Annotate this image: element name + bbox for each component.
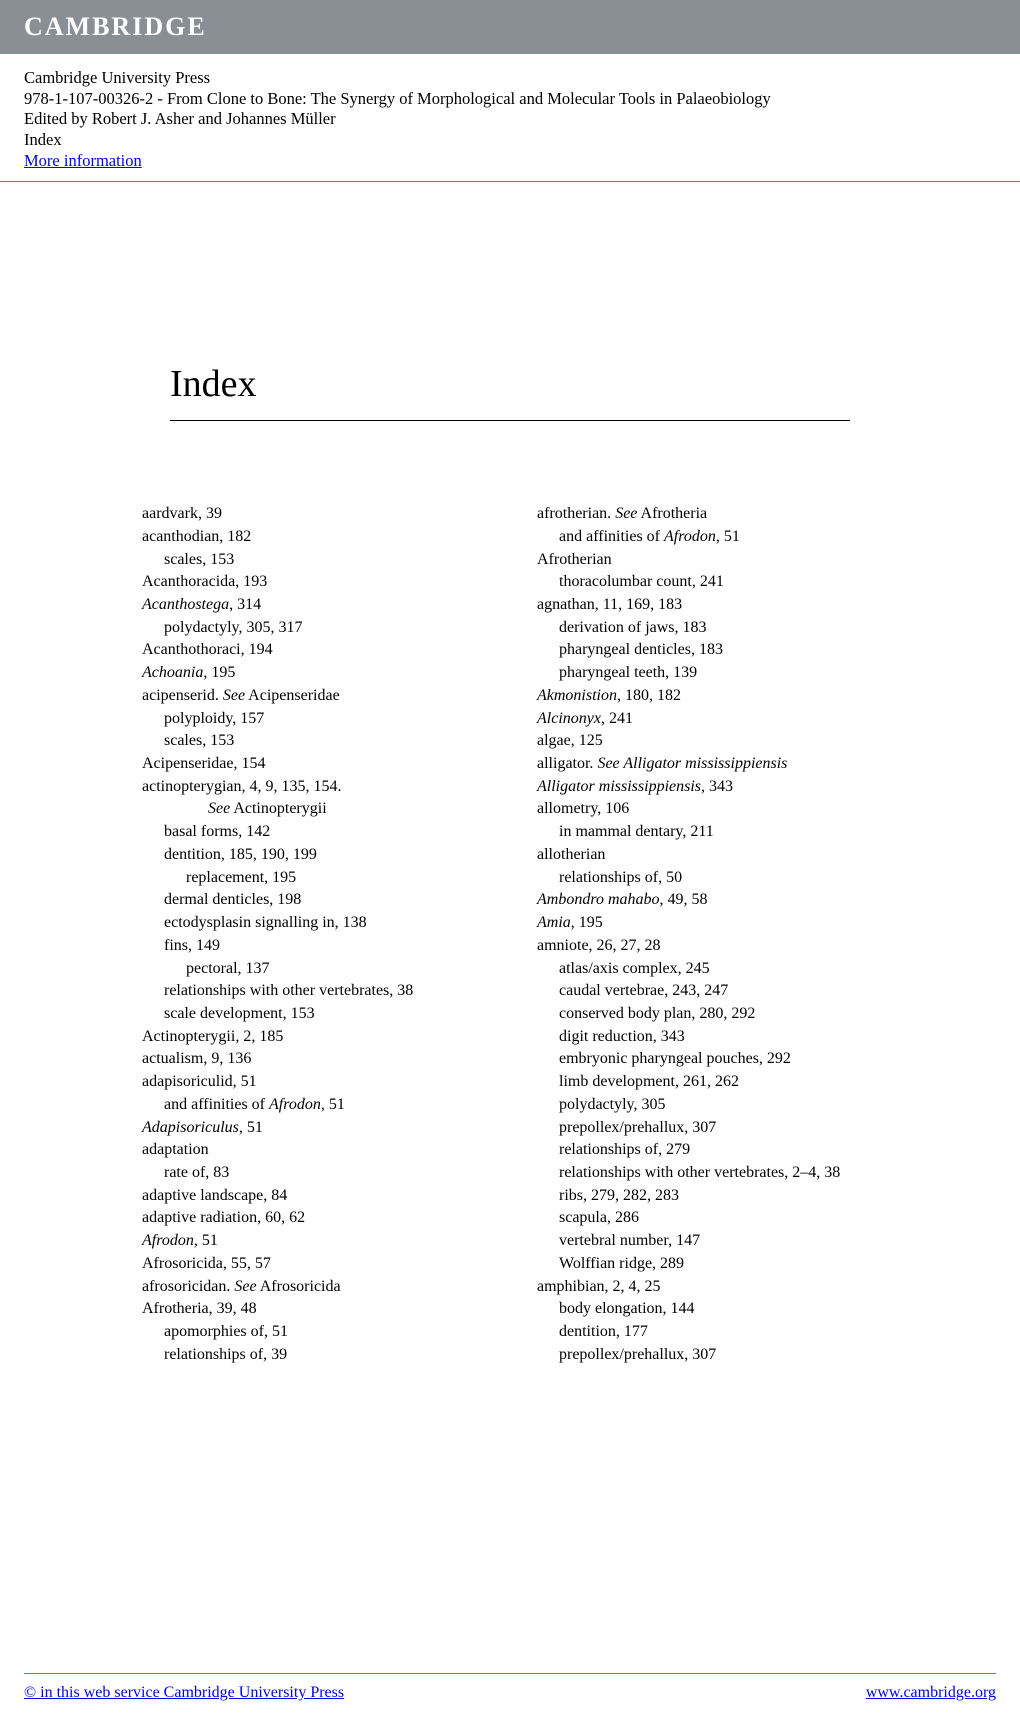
index-entry: embryonic pharyngeal pouches, 292: [537, 1048, 908, 1071]
index-entry: ribs, 279, 282, 283: [537, 1185, 908, 1208]
publisher-logo-text: CAMBRIDGE: [24, 12, 207, 41]
index-entry: Wolffian ridge, 289: [537, 1253, 908, 1276]
index-entry: relationships of, 50: [537, 867, 908, 890]
index-title-wrap: Index: [170, 362, 850, 421]
index-entry: vertebral number, 147: [537, 1230, 908, 1253]
index-entry: Alcinonyx, 241: [537, 708, 908, 731]
index-entry: dermal denticles, 198: [142, 889, 513, 912]
more-information-link[interactable]: More information: [24, 151, 996, 172]
index-entry: pharyngeal denticles, 183: [537, 639, 908, 662]
index-entry: aardvark, 39: [142, 503, 513, 526]
index-entry: allotherian: [537, 844, 908, 867]
index-entry: Actinopterygii, 2, 185: [142, 1026, 513, 1049]
index-entry: relationships with other vertebrates, 38: [142, 980, 513, 1003]
index-entry: relationships with other vertebrates, 2–…: [537, 1162, 908, 1185]
index-entry: prepollex/prehallux, 307: [537, 1117, 908, 1140]
index-entry: scales, 153: [142, 730, 513, 753]
index-entry: Akmonistion, 180, 182: [537, 685, 908, 708]
index-entry: apomorphies of, 51: [142, 1321, 513, 1344]
publisher-header: CAMBRIDGE: [0, 0, 1020, 54]
index-entry: adaptive landscape, 84: [142, 1185, 513, 1208]
index-entry: scale development, 153: [142, 1003, 513, 1026]
index-entry: Acanthostega, 314: [142, 594, 513, 617]
index-entry: algae, 125: [537, 730, 908, 753]
index-entry: afrosoricidan. See Afrosoricida: [142, 1276, 513, 1299]
index-entry: body elongation, 144: [537, 1298, 908, 1321]
index-entry: dentition, 177: [537, 1321, 908, 1344]
meta-publisher: Cambridge University Press: [24, 68, 996, 89]
index-entry: fins, 149: [142, 935, 513, 958]
index-entry: relationships of, 279: [537, 1139, 908, 1162]
index-entry: prepollex/prehallux, 307: [537, 1344, 908, 1367]
index-entry: See Actinopterygii: [142, 798, 513, 821]
index-entry: Afrotheria, 39, 48: [142, 1298, 513, 1321]
index-column-right: afrotherian. See Afrotheriaand affinitie…: [537, 503, 908, 1366]
index-entry: Amia, 195: [537, 912, 908, 935]
index-entry: Afrosoricida, 55, 57: [142, 1253, 513, 1276]
index-entry: pharyngeal teeth, 139: [537, 662, 908, 685]
index-entry: rate of, 83: [142, 1162, 513, 1185]
index-entry: Afrotherian: [537, 549, 908, 572]
index-entry: caudal vertebrae, 243, 247: [537, 980, 908, 1003]
index-entry: thoracolumbar count, 241: [537, 571, 908, 594]
index-entry: conserved body plan, 280, 292: [537, 1003, 908, 1026]
index-entry: Afrodon, 51: [142, 1230, 513, 1253]
index-entry: alligator. See Alligator mississippiensi…: [537, 753, 908, 776]
index-entry: dentition, 185, 190, 199: [142, 844, 513, 867]
index-entry: Acipenseridae, 154: [142, 753, 513, 776]
index-entry: actinopterygian, 4, 9, 135, 154.: [142, 776, 513, 799]
index-entry: Adapisoriculus, 51: [142, 1117, 513, 1140]
index-title: Index: [170, 362, 850, 406]
index-entry: allometry, 106: [537, 798, 908, 821]
footer-website-link[interactable]: www.cambridge.org: [866, 1684, 996, 1702]
index-entry: basal forms, 142: [142, 821, 513, 844]
index-entry: adaptation: [142, 1139, 513, 1162]
index-entry: pectoral, 137: [142, 958, 513, 981]
index-column-left: aardvark, 39acanthodian, 182scales, 153A…: [142, 503, 513, 1366]
index-entry: amniote, 26, 27, 28: [537, 935, 908, 958]
index-entry: digit reduction, 343: [537, 1026, 908, 1049]
index-entry: in mammal dentary, 211: [537, 821, 908, 844]
page-content: Index aardvark, 39acanthodian, 182scales…: [0, 362, 1020, 1366]
index-entry: limb development, 261, 262: [537, 1071, 908, 1094]
index-entry: scapula, 286: [537, 1207, 908, 1230]
meta-editors: Edited by Robert J. Asher and Johannes M…: [24, 109, 996, 130]
index-entry: scales, 153: [142, 549, 513, 572]
index-entry: derivation of jaws, 183: [537, 617, 908, 640]
index-entry: relationships of, 39: [142, 1344, 513, 1367]
index-columns: aardvark, 39acanthodian, 182scales, 153A…: [142, 503, 908, 1366]
index-entry: afrotherian. See Afrotheria: [537, 503, 908, 526]
index-entry: ectodysplasin signalling in, 138: [142, 912, 513, 935]
footer-copyright[interactable]: © in this web service Cambridge Universi…: [24, 1684, 344, 1702]
index-entry: agnathan, 11, 169, 183: [537, 594, 908, 617]
index-entry: Alligator mississippiensis, 343: [537, 776, 908, 799]
index-entry: adapisoriculid, 51: [142, 1071, 513, 1094]
book-meta-block: Cambridge University Press 978-1-107-003…: [0, 54, 1020, 182]
index-entry: replacement, 195: [142, 867, 513, 890]
meta-section: Index: [24, 130, 996, 151]
page-footer: © in this web service Cambridge Universi…: [24, 1673, 996, 1702]
index-entry: Acanthoracida, 193: [142, 571, 513, 594]
index-entry: Achoania, 195: [142, 662, 513, 685]
index-entry: atlas/axis complex, 245: [537, 958, 908, 981]
index-entry: actualism, 9, 136: [142, 1048, 513, 1071]
index-entry: polyploidy, 157: [142, 708, 513, 731]
index-entry: Acanthothoraci, 194: [142, 639, 513, 662]
meta-isbn-title: 978-1-107-00326-2 - From Clone to Bone: …: [24, 89, 996, 110]
index-entry: and affinities of Afrodon, 51: [142, 1094, 513, 1117]
index-entry: polydactyly, 305, 317: [142, 617, 513, 640]
index-entry: acipenserid. See Acipenseridae: [142, 685, 513, 708]
index-entry: and affinities of Afrodon, 51: [537, 526, 908, 549]
index-entry: adaptive radiation, 60, 62: [142, 1207, 513, 1230]
index-entry: polydactyly, 305: [537, 1094, 908, 1117]
index-entry: amphibian, 2, 4, 25: [537, 1276, 908, 1299]
index-entry: Ambondro mahabo, 49, 58: [537, 889, 908, 912]
index-entry: acanthodian, 182: [142, 526, 513, 549]
